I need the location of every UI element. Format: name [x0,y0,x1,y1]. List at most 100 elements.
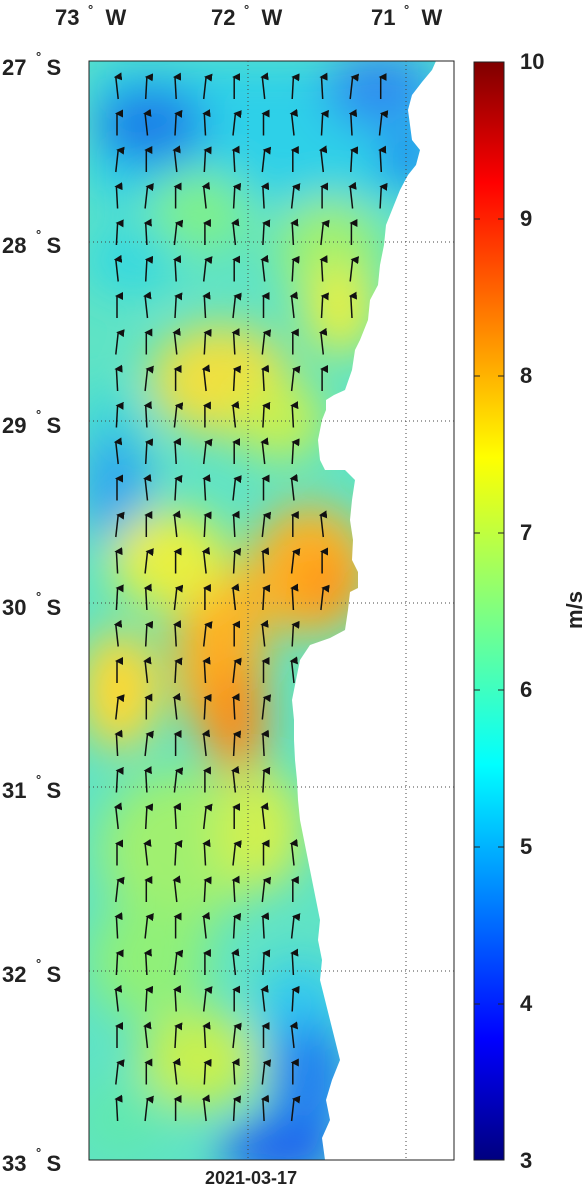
degree-symbol: ° [88,2,94,17]
wind-arrow [173,584,184,611]
wind-arrow [173,219,184,246]
wind-arrow [203,1058,212,1085]
wind-arrow [173,985,182,1012]
lon-label-73w: 73 W [55,5,127,30]
wind-arrow [203,876,212,903]
wind-arrow [232,547,242,574]
wind-arrow [232,1095,242,1122]
wind-arrow [318,327,328,355]
wind-arrow [290,548,301,574]
wind-arrow [318,145,328,173]
wind-arrow [173,402,184,428]
degree-symbol: ° [244,2,250,17]
wind-arrow [203,328,212,355]
wind-arrow [114,729,123,757]
wind-arrow [231,875,240,903]
lat-label-31s: 31 S [2,778,62,803]
wind-arrow [144,913,154,939]
wind-arrow [260,254,269,282]
degree-symbol: ° [36,407,42,422]
wind-arrow [262,766,271,793]
wind-arrow [260,437,269,465]
wind-arrow [172,145,181,173]
wind-arrow [289,838,298,866]
wind-arrow [173,802,182,830]
wind-arrow [349,73,359,100]
wind-arrow [232,475,242,501]
wind-arrow [260,182,270,209]
wind-arrow [260,984,269,1012]
colorbar-unit-label: m/s [561,591,587,629]
wind-arrow [144,365,154,392]
wind-arrow [114,547,123,574]
wind-arrow [202,656,211,684]
wind-arrow [174,109,183,136]
wind-arrow [260,729,270,757]
wind-arrow [260,619,269,647]
wind-arrow [115,146,125,173]
wind-arrow [114,1094,123,1122]
wind-arrow [113,802,123,830]
wind-arrows [113,72,389,1122]
wind-arrow [115,329,125,355]
wind-arrow [261,1059,272,1085]
wind-arrow [202,73,213,100]
wind-arrow [232,912,242,939]
wind-arrow [202,474,211,501]
wind-arrow [260,1094,270,1122]
degree-symbol: ° [36,589,42,604]
wind-arrow [231,765,240,793]
wind-arrow [349,256,359,282]
wind-arrow [143,108,152,136]
colorbar [473,61,505,1161]
wind-arrow [144,73,154,100]
wind-arrow [203,693,212,720]
wind-arrow [143,1021,152,1049]
wind-arrow [144,183,154,209]
wind-arrow [172,327,181,355]
wind-arrow [262,949,271,976]
wind-arrow [350,146,359,173]
wind-arrow [144,620,154,647]
wind-arrow [232,182,242,209]
wind-arrow [143,218,152,246]
wind-arrow [318,510,328,538]
wind-arrow [201,364,211,392]
wind-arrow [378,145,387,173]
wind-arrow [201,1094,211,1122]
wind-arrow [144,255,154,282]
wind-arrow [232,840,242,866]
wind-arrow [143,583,152,611]
wind-arrow [291,255,300,282]
wind-arrow [115,511,125,538]
wind-arrow [173,437,182,465]
wind-arrow [261,511,272,538]
wind-arrow [232,657,242,684]
wind-arrow [201,546,211,574]
wind-arrow [174,474,183,501]
wind-arrow [115,876,125,903]
wind-arrow [143,401,152,428]
colorbar-tick-10: 10 [520,49,545,74]
lon-label-72w: 72 W [211,5,283,30]
wind-arrow [113,984,123,1012]
wind-arrow [290,948,299,976]
map-date: 2021-03-17 [205,1168,298,1188]
wind-arrow [113,437,123,465]
wind-arrow [348,109,358,136]
wind-arrow [260,802,269,830]
wind-arrow [231,218,240,246]
wind-arrow [173,620,182,647]
lat-label-33s: 33 S [2,1151,62,1176]
wind-arrow [115,1059,125,1085]
wind-arrow [115,694,125,720]
wind-arrow [232,110,242,136]
wind-arrow [290,583,299,611]
wind-arrow [144,730,154,757]
wind-arrow [291,438,300,465]
wind-arrow [203,511,212,538]
wind-arrow [143,656,152,684]
wind-arrow [231,400,240,428]
wind-arrow [143,766,152,793]
degree-symbol: ° [36,1145,42,1160]
